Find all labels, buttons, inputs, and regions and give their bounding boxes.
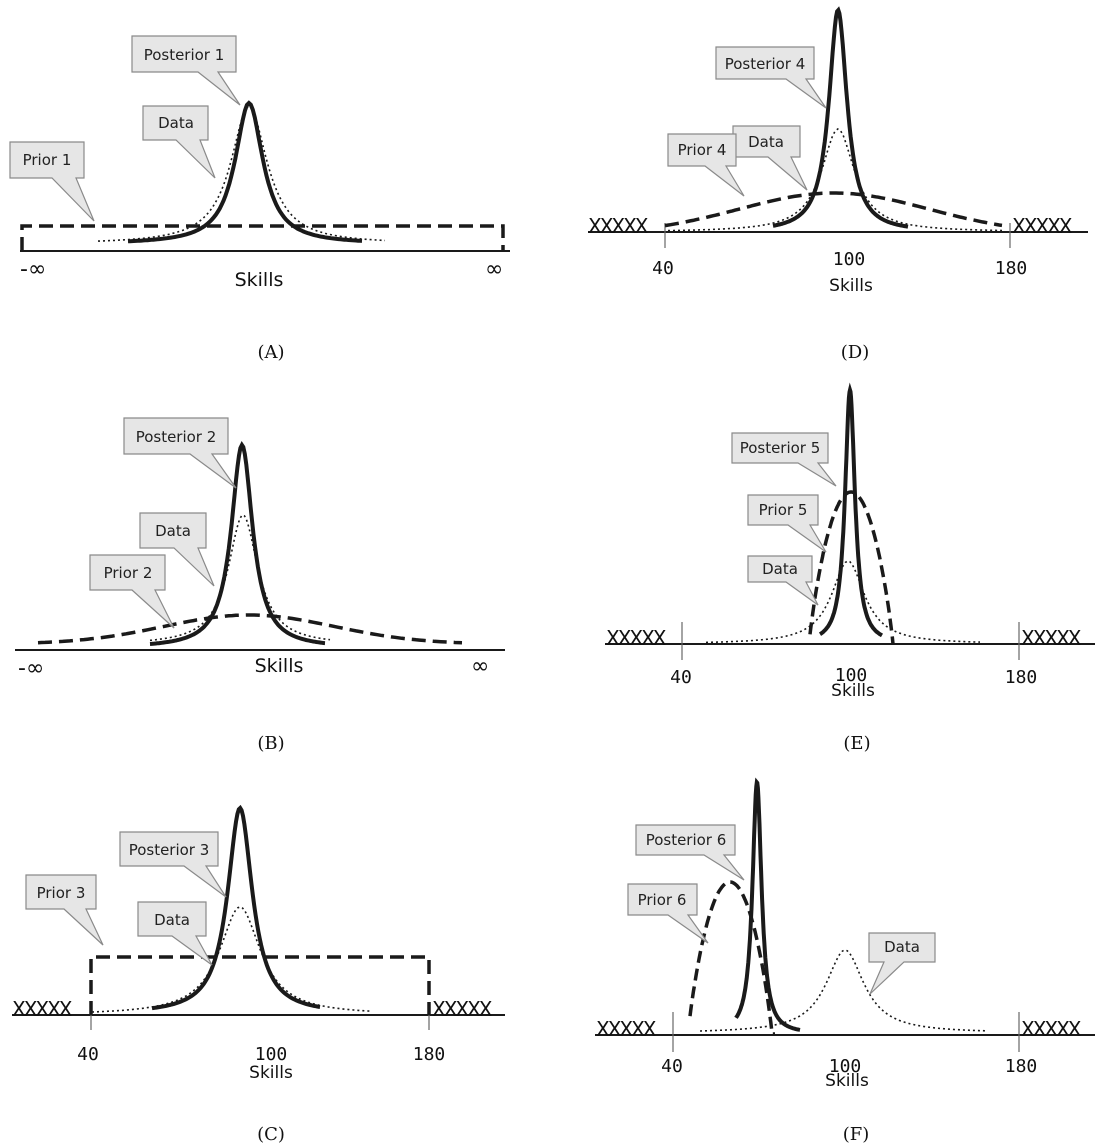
- callout-label: Posterior 4: [725, 55, 806, 73]
- prior-6-curve: [688, 880, 775, 1036]
- callout-prior-1: Prior 1: [9, 141, 95, 222]
- prior-3-curve: [89, 955, 431, 1015]
- callout-data-3: Data: [137, 901, 213, 966]
- posterior-6-curve: [734, 777, 801, 1032]
- tick-label: 40: [661, 1056, 683, 1077]
- callout-prior-2: Prior 2: [89, 554, 175, 629]
- infinity-label: ∞: [471, 654, 489, 679]
- minus-infinity-label: -∞: [18, 656, 44, 681]
- axis-label-skills: Skills: [235, 269, 284, 291]
- prior-4-curve: [664, 191, 1003, 228]
- posterior-5-curve: [818, 382, 884, 638]
- callout-label: Posterior 1: [144, 46, 225, 64]
- data-5-curve: [705, 560, 980, 644]
- callout-label: Data: [884, 938, 920, 956]
- callout-data-2: Data: [139, 512, 215, 587]
- panel-caption: (D): [841, 342, 869, 363]
- data-2-curve: [149, 514, 331, 642]
- callout-label: Posterior 5: [740, 439, 821, 457]
- callout-label: Data: [158, 114, 194, 132]
- callout-prior-4: Prior 4: [667, 133, 745, 197]
- data-3-curve: [91, 906, 371, 1013]
- posterior-4-curve: [772, 6, 909, 229]
- callout-posterior-6: Posterior 6: [635, 824, 745, 881]
- tick-label: 180: [995, 258, 1028, 279]
- callout-label: Data: [154, 911, 190, 929]
- callout-posterior-3: Posterior 3: [119, 831, 227, 898]
- callout-label: Posterior 2: [136, 428, 217, 446]
- tick-label: 40: [652, 258, 674, 279]
- infinity-label: ∞: [485, 257, 503, 282]
- tick-label: 100: [829, 1056, 862, 1077]
- callout-prior-6: Prior 6: [627, 883, 709, 944]
- callout-prior-5: Prior 5: [747, 494, 827, 553]
- callout-label: Prior 5: [759, 501, 808, 519]
- callout-label: Data: [762, 560, 798, 578]
- excluded-region-right: XXXXX: [432, 997, 493, 1021]
- panel-b: -∞ ∞ Skills Posterior 2 Data Prior 2 (B): [15, 417, 505, 754]
- tick-label: 100: [833, 249, 866, 270]
- panel-a: -∞ ∞ Skills Posterior 1 Data Prior 1 (A): [9, 35, 510, 363]
- callout-label: Prior 4: [678, 141, 727, 159]
- callout-data-5: Data: [747, 555, 819, 606]
- callout-data-1: Data: [142, 105, 216, 179]
- excluded-region-left: XXXXX: [596, 1017, 657, 1041]
- axis-label-skills: Skills: [831, 681, 875, 701]
- excluded-region-left: XXXXX: [606, 626, 667, 650]
- callout-label: Prior 3: [37, 884, 86, 902]
- prior-2-curve: [37, 613, 463, 645]
- data-4-curve: [667, 128, 1003, 232]
- data-6-curve: [699, 949, 986, 1032]
- prior-5-curve: [808, 490, 895, 645]
- panel-d: XXXXX XXXXX 40 100 180 Skills Posterior …: [588, 6, 1088, 363]
- tick-label: 100: [255, 1044, 288, 1065]
- panel-c: XXXXX XXXXX 40 100 180 Skills Posterior …: [12, 804, 505, 1145]
- callout-posterior-1: Posterior 1: [131, 35, 241, 106]
- panel-caption: (A): [257, 342, 284, 363]
- posterior-2-curve: [149, 441, 326, 646]
- callout-label: Posterior 6: [646, 831, 727, 849]
- prior-1-curve: [20, 224, 505, 251]
- callout-label: Prior 1: [23, 151, 72, 169]
- tick-label: 180: [1005, 667, 1038, 688]
- callout-posterior-4: Posterior 4: [715, 46, 827, 109]
- axis-label-skills: Skills: [829, 276, 873, 296]
- excluded-region-right: XXXXX: [1021, 1017, 1082, 1041]
- callout-posterior-5: Posterior 5: [731, 432, 837, 487]
- panel-e: XXXXX XXXXX 40 100 180 Skills Posterior …: [605, 382, 1095, 754]
- panel-caption: (F): [843, 1124, 870, 1145]
- callout-label: Data: [155, 522, 191, 540]
- callout-label: Prior 2: [104, 564, 153, 582]
- callout-label: Data: [748, 133, 784, 151]
- minus-infinity-label: -∞: [20, 257, 46, 282]
- excluded-region-left: XXXXX: [588, 214, 649, 238]
- panel-f: XXXXX XXXXX 40 100 180 Skills Posterior …: [595, 777, 1095, 1145]
- excluded-region-left: XXXXX: [12, 997, 73, 1021]
- panel-caption: (E): [843, 733, 870, 754]
- posterior-3-curve: [151, 804, 321, 1011]
- tick-label: 40: [77, 1044, 99, 1065]
- axis-label-skills: Skills: [825, 1071, 869, 1091]
- callout-prior-3: Prior 3: [25, 874, 104, 946]
- tick-label: 180: [413, 1044, 446, 1065]
- tick-label: 180: [1005, 1056, 1038, 1077]
- panel-caption: (C): [257, 1124, 285, 1145]
- callout-posterior-2: Posterior 2: [123, 417, 237, 489]
- callout-label: Posterior 3: [129, 841, 210, 859]
- tick-label: 100: [835, 665, 868, 686]
- callout-data-4: Data: [732, 125, 808, 191]
- axis-label-skills: Skills: [255, 655, 304, 677]
- axis-label-skills: Skills: [249, 1063, 293, 1083]
- excluded-region-right: XXXXX: [1012, 214, 1073, 238]
- panel-caption: (B): [257, 733, 284, 754]
- excluded-region-right: XXXXX: [1021, 626, 1082, 650]
- posterior-1-curve: [127, 100, 363, 244]
- tick-label: 40: [670, 667, 692, 688]
- callout-data-6: Data: [868, 932, 936, 995]
- callout-label: Prior 6: [638, 891, 687, 909]
